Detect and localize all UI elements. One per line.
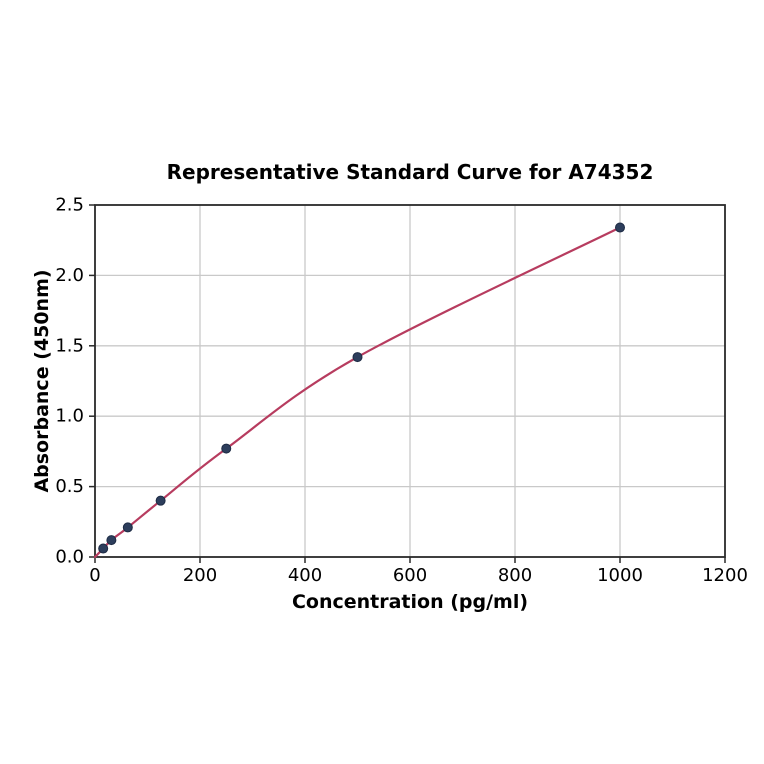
data-point [106,535,117,546]
y-tick-label: 1.5 [55,335,84,356]
x-tick-label: 1000 [597,565,643,586]
data-point [352,352,363,363]
y-tick-label: 0.0 [55,547,84,568]
chart-title: Representative Standard Curve for A74352 [166,160,654,184]
x-tick-label: 1200 [702,565,748,586]
data-point [98,543,109,554]
x-axis-label: Concentration (pg/ml) [291,591,529,613]
data-point [155,495,166,506]
standard-curve-line [93,226,622,559]
x-tick-label: 800 [498,565,532,586]
y-tick-label: 2.5 [55,195,84,216]
data-point [615,222,625,233]
y-tick-label: 1.0 [55,406,84,427]
y-tick-label: 0.5 [55,476,84,497]
x-tick-label: 200 [183,565,217,586]
x-tick-label: 400 [288,565,322,586]
x-tick-label: 600 [393,565,427,586]
x-tick-label: 0 [89,565,100,586]
data-point [122,522,133,533]
data-point [221,443,232,454]
y-tick-label: 2.0 [55,265,84,286]
plot-border [94,204,726,558]
